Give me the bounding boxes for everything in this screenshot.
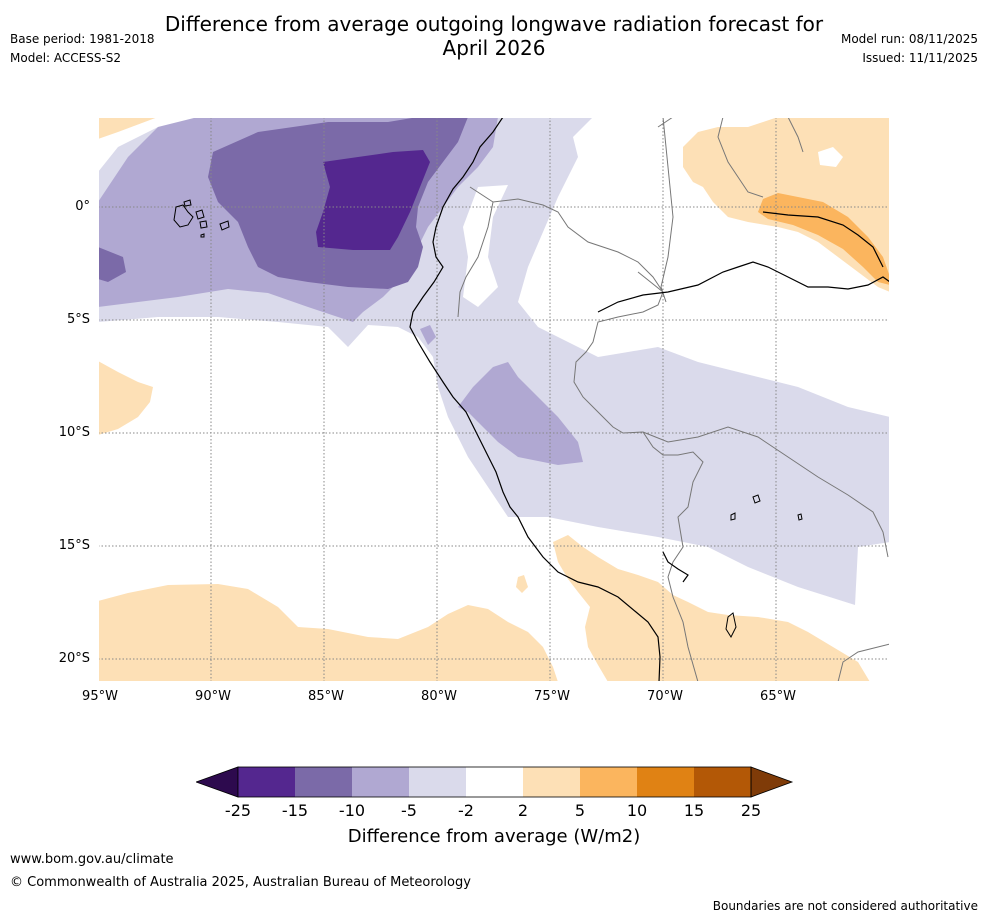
map-frame [98, 117, 890, 682]
colorbar-segment-8 [637, 767, 694, 797]
colorbar-arrow-right [750, 766, 794, 798]
anomaly-region-light-orange-speck [516, 575, 528, 593]
lat-label-10s: 10°S [58, 425, 90, 440]
coastline [409, 117, 890, 682]
anomaly-region-medium-purple [98, 247, 126, 282]
model-run: Model run: 08/11/2025 [840, 32, 978, 46]
colorbar-segment-5 [466, 767, 523, 797]
colorbar-segment-2 [295, 767, 352, 797]
copyright-notice: © Commonwealth of Australia 2025, Austra… [10, 875, 471, 890]
colorbar-tick: 25 [740, 801, 762, 820]
lon-label-70w: 70°W [647, 689, 683, 704]
colorbar-segment-1 [238, 767, 295, 797]
graticule [98, 117, 890, 682]
anomaly-region-medium-orange [758, 193, 890, 285]
anomaly-gap-ne-white [818, 147, 843, 167]
colorbar-segment-7 [580, 767, 637, 797]
olr-anomaly-map [98, 117, 890, 682]
anomaly-region-light-orange-sw [98, 584, 558, 682]
lakes [725, 494, 803, 639]
colorbar-tick: -5 [401, 801, 417, 820]
colorbar-tick: 15 [683, 801, 705, 820]
colorbar-segment-4 [409, 767, 466, 797]
lon-label-90w: 90°W [195, 689, 231, 704]
model-name: Model: ACCESS-S2 [10, 51, 122, 65]
colorbar-tick: -25 [224, 801, 252, 820]
lon-label-75w: 75°W [534, 689, 570, 704]
lon-label-65w: 65°W [760, 689, 796, 704]
colorbar [196, 766, 794, 798]
colorbar-frame [237, 766, 752, 798]
anomaly-gap-white [463, 185, 508, 307]
colorbar-tick: 10 [626, 801, 648, 820]
lat-label-20s: 20°S [58, 651, 90, 666]
anomaly-region-light-orange-west [98, 361, 153, 435]
anomaly-region-light-orange-nw [98, 117, 158, 139]
anomaly-region-medium-light-purple-small [420, 325, 436, 345]
title-line-2: April 2026 [442, 36, 546, 60]
colorbar-tick: -2 [458, 801, 474, 820]
colorbar-tick: 2 [517, 801, 529, 820]
anomaly-region-dark-purple [316, 150, 430, 250]
colorbar-arrow-left [196, 766, 239, 798]
colorbar-label: Difference from average (W/m2) [347, 826, 641, 847]
lon-label-85w: 85°W [308, 689, 344, 704]
colorbar-segment-9 [694, 767, 751, 797]
anomaly-region-medium-light-purple-south [458, 362, 583, 465]
colorbar-tick: -15 [281, 801, 309, 820]
base-period: Base period: 1981-2018 [10, 32, 155, 46]
issued-date: Issued: 11/11/2025 [862, 51, 978, 65]
website-link[interactable]: www.bom.gov.au/climate [10, 852, 174, 867]
anomaly-region-light-orange-se [553, 535, 870, 682]
colorbar-tick: -10 [338, 801, 366, 820]
boundary-disclaimer: Boundaries are not considered authoritat… [712, 899, 978, 913]
colorbar-segment-6 [523, 767, 580, 797]
colorbar-segment-3 [352, 767, 409, 797]
galapagos-islands [173, 199, 230, 238]
lon-label-80w: 80°W [421, 689, 457, 704]
country-borders [457, 117, 890, 682]
title-line-1: Difference from average outgoing longwav… [164, 12, 824, 36]
lat-label-0: 0° [75, 199, 90, 214]
colorbar-tick: 5 [574, 801, 586, 820]
lon-label-95w: 95°W [82, 689, 118, 704]
lat-label-5s: 5°S [66, 312, 90, 327]
chart-title: Difference from average outgoing longwav… [0, 12, 988, 60]
lat-label-15s: 15°S [58, 538, 90, 553]
